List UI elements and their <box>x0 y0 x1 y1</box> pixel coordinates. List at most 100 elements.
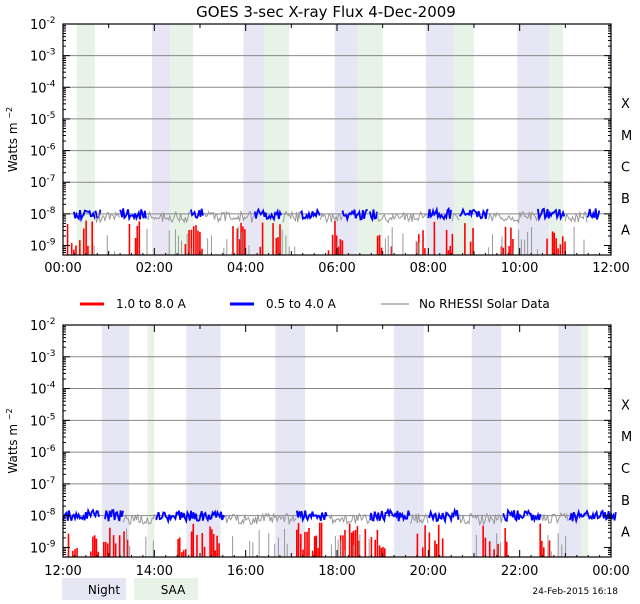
no-rhessi-line <box>488 210 539 225</box>
night-band <box>243 24 264 255</box>
no-rhessi-line <box>93 210 120 224</box>
y-tick-label: 10-6 <box>30 444 56 461</box>
x-tick-label: 22:00 <box>501 564 538 579</box>
x-tick-label: 12:00 <box>44 564 81 579</box>
flux-line-short <box>568 508 617 525</box>
x-tick-label: 10:00 <box>501 261 538 276</box>
legend-label: 1.0 to 8.0 A <box>116 297 187 311</box>
flare-class-label: B <box>621 494 630 509</box>
x-tick-label: 02:00 <box>136 261 173 276</box>
flare-class-label: C <box>621 462 630 477</box>
night-band <box>608 24 611 255</box>
x-tick-label: 00:00 <box>44 261 81 276</box>
y-tick-label: 10-5 <box>30 111 56 128</box>
night-band <box>152 24 171 255</box>
night-band <box>426 24 454 255</box>
flare-class-label: X <box>621 97 630 112</box>
no-rhessi-line <box>225 512 297 526</box>
x-tick-label: 18:00 <box>318 564 355 579</box>
saa-legend-swatch <box>134 578 198 600</box>
saa-legend-label: SAA <box>161 583 186 597</box>
saa-band <box>549 24 564 255</box>
flux-line-short <box>73 209 102 223</box>
night-band <box>558 325 582 557</box>
y-tick-label: 10-9 <box>30 238 56 255</box>
y-tick-label: 10-4 <box>30 381 56 398</box>
no-rhessi-line <box>409 513 429 525</box>
flux-line-short <box>253 207 283 222</box>
flare-class-label: A <box>621 224 630 239</box>
flare-class-label: A <box>621 526 630 541</box>
night-legend-swatch <box>62 578 126 600</box>
flux-line-short <box>427 206 452 221</box>
y-tick-label: 10-7 <box>30 476 56 493</box>
y-tick-label: 10-8 <box>30 508 56 525</box>
y-tick-label: 10-2 <box>30 16 56 33</box>
legend-label: No RHESSI Solar Data <box>419 297 550 311</box>
saa-band <box>581 325 589 557</box>
flux-line-short <box>459 207 489 220</box>
no-rhessi-line <box>282 210 301 223</box>
flux-line-short <box>155 509 226 525</box>
flare-class-label: B <box>621 192 630 207</box>
no-rhessi-line <box>146 211 191 224</box>
chart-title: GOES 3-sec X-ray Flux 4-Dec-2009 <box>196 3 456 21</box>
flux-line-short <box>190 208 204 219</box>
no-rhessi-line <box>376 211 428 224</box>
y-axis-label: Watts m −2 <box>5 107 20 172</box>
flare-class-label: M <box>621 430 632 445</box>
no-rhessi-line <box>203 210 255 224</box>
no-rhessi-line <box>541 512 569 525</box>
night-band <box>471 325 502 557</box>
night-band <box>101 325 130 557</box>
legend-label: 0.5 to 4.0 A <box>266 297 337 311</box>
x-tick-label: 08:00 <box>410 261 447 276</box>
no-rhessi-line <box>458 512 504 526</box>
flare-class-label: C <box>621 160 630 175</box>
saa-band <box>453 24 474 255</box>
y-tick-label: 10-6 <box>30 143 56 160</box>
x-tick-label: 06:00 <box>318 261 355 276</box>
y-axis-label: Watts m −2 <box>5 408 20 473</box>
saa-band <box>170 24 194 255</box>
flux-line-short <box>341 209 368 223</box>
y-tick-label: 10-5 <box>30 412 56 429</box>
flux-line-short <box>502 507 542 524</box>
saa-band <box>263 24 290 255</box>
no-rhessi-line <box>327 512 371 526</box>
x-tick-label: 04:00 <box>227 261 264 276</box>
legend: 1.0 to 8.0 A 0.5 to 4.0 A No RHESSI Solar … <box>80 297 550 311</box>
flare-class-label: M <box>621 129 632 144</box>
x-tick-label: 20:00 <box>410 564 447 579</box>
flux-line-short <box>369 209 378 223</box>
flux-line-short <box>104 509 124 522</box>
flux-line-short <box>369 507 411 524</box>
saa-band <box>147 325 155 557</box>
timestamp: 24-Feb-2015 16:18 <box>532 587 618 597</box>
flux-line-short <box>295 510 328 523</box>
y-tick-label: 10-7 <box>30 174 56 191</box>
flux-line-short <box>427 507 460 525</box>
no-rhessi-line <box>122 513 157 525</box>
saa-band <box>76 24 95 255</box>
x-tick-label: 12:00 <box>592 261 629 276</box>
x-tick-label: 00:00 <box>592 564 629 579</box>
y-tick-label: 10-8 <box>30 206 56 223</box>
flux-line-short <box>586 208 601 220</box>
x-tick-label: 14:00 <box>136 564 173 579</box>
flux-line-short <box>119 208 147 222</box>
chart-panel-top: 10-2 10-3 10-4 10-5 10-6 10-7 10-8 10-9 Watts m … <box>5 16 632 276</box>
flux-line-short <box>537 207 566 222</box>
no-rhessi-line <box>564 211 588 224</box>
flux-line-short <box>62 507 100 522</box>
y-tick-label: 10-9 <box>30 539 56 556</box>
night-band <box>186 325 221 557</box>
x-tick-label: 16:00 <box>227 564 264 579</box>
y-tick-label: 10-3 <box>30 349 56 366</box>
no-rhessi-line <box>451 212 460 222</box>
night-band <box>334 24 358 255</box>
y-tick-label: 10-2 <box>30 317 56 334</box>
no-rhessi-line <box>320 212 343 224</box>
